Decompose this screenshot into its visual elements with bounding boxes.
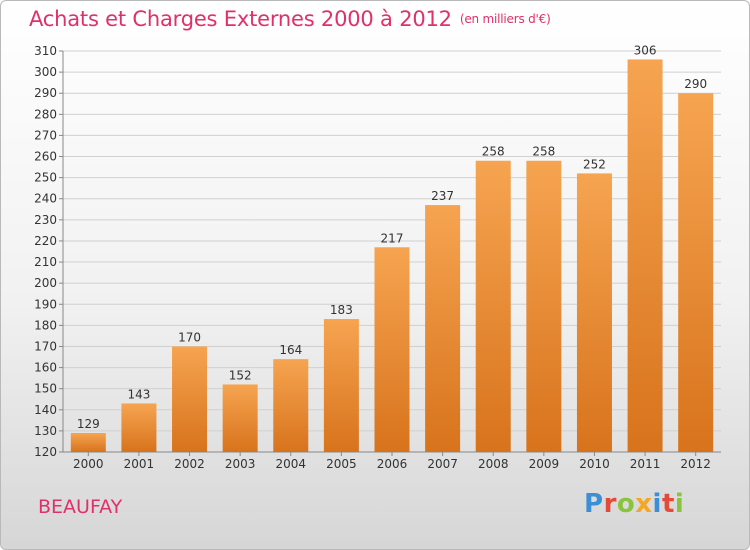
logo-letter: i bbox=[674, 489, 685, 519]
y-tick-label: 220 bbox=[34, 234, 57, 248]
y-tick-label: 160 bbox=[34, 361, 57, 375]
bar-2010 bbox=[576, 173, 612, 452]
bar-2005 bbox=[323, 319, 359, 452]
y-tick-label: 170 bbox=[34, 339, 57, 353]
y-tick-label: 150 bbox=[34, 382, 57, 396]
y-tick-label: 180 bbox=[34, 318, 57, 332]
bar-2002 bbox=[172, 346, 208, 452]
bar-2006 bbox=[374, 247, 410, 452]
data-label: 129 bbox=[77, 417, 100, 431]
data-label: 170 bbox=[178, 330, 201, 344]
data-label: 143 bbox=[127, 387, 150, 401]
y-tick-label: 130 bbox=[34, 424, 57, 438]
data-label: 183 bbox=[330, 303, 353, 317]
x-tick-label: 2003 bbox=[225, 457, 256, 471]
x-tick-label: 2006 bbox=[377, 457, 408, 471]
logo-letter: o bbox=[616, 489, 636, 519]
y-tick-label: 300 bbox=[34, 65, 57, 79]
bar-2003 bbox=[222, 384, 258, 452]
bar-2007 bbox=[425, 205, 461, 452]
bar-2000 bbox=[70, 433, 106, 452]
y-tick-label: 280 bbox=[34, 107, 57, 121]
data-label: 164 bbox=[279, 343, 302, 357]
data-label: 252 bbox=[583, 157, 606, 171]
data-label: 290 bbox=[684, 77, 707, 91]
y-tick-label: 270 bbox=[34, 128, 57, 142]
logo-letter: P bbox=[584, 489, 604, 519]
bar-2011 bbox=[627, 59, 663, 452]
data-label: 237 bbox=[431, 189, 454, 203]
commune-name: BEAUFAY bbox=[38, 496, 123, 518]
chart-title-text: Achats et Charges Externes 2000 à 2012 bbox=[29, 7, 452, 31]
x-tick-label: 2002 bbox=[174, 457, 205, 471]
x-tick-label: 2004 bbox=[275, 457, 306, 471]
logo-letter: i bbox=[652, 489, 662, 519]
proxiti-logo: Proxiti bbox=[584, 489, 684, 519]
y-tick-label: 310 bbox=[34, 44, 57, 58]
y-tick-label: 260 bbox=[34, 150, 57, 164]
data-label: 217 bbox=[381, 231, 404, 245]
chart-unit: (en milliers d'€) bbox=[459, 12, 551, 26]
y-tick-label: 120 bbox=[34, 445, 57, 459]
bar-2012 bbox=[678, 93, 714, 453]
x-tick-label: 2005 bbox=[326, 457, 357, 471]
y-tick-label: 240 bbox=[34, 192, 57, 206]
x-tick-label: 2007 bbox=[427, 457, 458, 471]
x-tick-label: 2012 bbox=[680, 457, 711, 471]
x-tick-label: 2008 bbox=[478, 457, 509, 471]
bar-2004 bbox=[273, 359, 309, 452]
y-tick-label: 250 bbox=[34, 171, 57, 185]
chart-title: Achats et Charges Externes 2000 à 2012 (e… bbox=[29, 7, 551, 31]
x-tick-label: 2000 bbox=[73, 457, 104, 471]
bar-2008 bbox=[475, 160, 511, 452]
logo-letter: r bbox=[603, 489, 617, 519]
data-label: 258 bbox=[532, 145, 555, 159]
y-tick-label: 230 bbox=[34, 213, 57, 227]
y-tick-label: 200 bbox=[34, 276, 57, 290]
x-tick-label: 2001 bbox=[124, 457, 155, 471]
logo-letter: t bbox=[661, 489, 675, 519]
y-tick-label: 190 bbox=[34, 297, 57, 311]
data-label: 152 bbox=[229, 368, 252, 382]
x-tick-label: 2011 bbox=[630, 457, 661, 471]
bar-2001 bbox=[121, 403, 157, 452]
data-label: 258 bbox=[482, 145, 505, 159]
data-label: 306 bbox=[634, 43, 657, 57]
logo-letter: x bbox=[635, 489, 653, 519]
bar-2009 bbox=[526, 160, 562, 452]
y-tick-label: 210 bbox=[34, 255, 57, 269]
x-tick-label: 2010 bbox=[579, 457, 610, 471]
y-tick-label: 290 bbox=[34, 86, 57, 100]
x-tick-label: 2009 bbox=[529, 457, 560, 471]
y-tick-label: 140 bbox=[34, 403, 57, 417]
